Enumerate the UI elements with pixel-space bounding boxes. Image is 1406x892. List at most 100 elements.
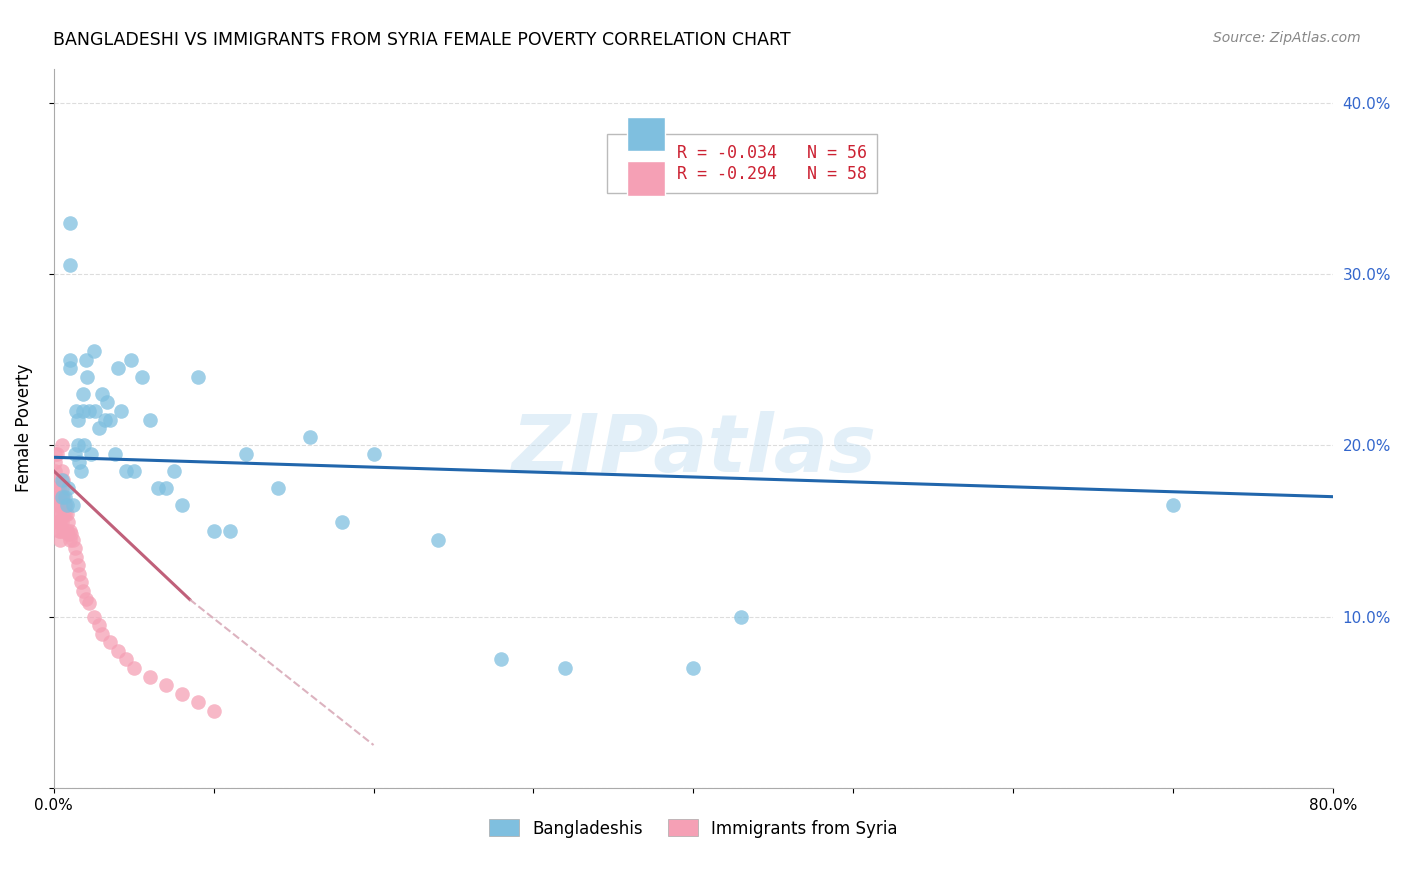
- Point: [49, 533, 72, 547]
- Point: [44, 455, 66, 469]
- Point: [187, 369, 209, 384]
- Text: ZIPatlas: ZIPatlas: [510, 410, 876, 489]
- Point: [52, 507, 75, 521]
- Point: [155, 481, 177, 495]
- Point: [554, 661, 576, 675]
- Point: [131, 369, 153, 384]
- Point: [83, 344, 105, 359]
- Point: [67, 455, 90, 469]
- Point: [107, 644, 129, 658]
- Point: [46, 516, 69, 530]
- Point: [218, 524, 240, 538]
- Point: [46, 447, 69, 461]
- Point: [51, 498, 73, 512]
- Point: [90, 626, 112, 640]
- Point: [72, 583, 94, 598]
- Point: [51, 516, 73, 530]
- Point: [65, 549, 87, 564]
- Point: [87, 618, 110, 632]
- Point: [98, 412, 121, 426]
- Point: [66, 558, 89, 573]
- Point: [66, 412, 89, 426]
- Text: R = -0.034   N = 56
      R = -0.294   N = 58: R = -0.034 N = 56 R = -0.294 N = 58: [617, 144, 866, 183]
- Point: [298, 430, 321, 444]
- Point: [76, 369, 98, 384]
- Point: [60, 527, 83, 541]
- Point: [48, 524, 70, 538]
- Point: [48, 490, 70, 504]
- Point: [170, 687, 193, 701]
- Point: [94, 412, 117, 426]
- Legend: Bangladeshis, Immigrants from Syria: Bangladeshis, Immigrants from Syria: [482, 813, 904, 844]
- Point: [48, 516, 70, 530]
- Point: [235, 447, 257, 461]
- Point: [49, 498, 72, 512]
- Point: [79, 447, 101, 461]
- Point: [98, 635, 121, 649]
- Point: [73, 438, 96, 452]
- Point: [51, 464, 73, 478]
- Point: [72, 387, 94, 401]
- Point: [46, 498, 69, 512]
- Point: [266, 481, 288, 495]
- Point: [55, 498, 77, 512]
- Point: [44, 473, 66, 487]
- Point: [122, 464, 145, 478]
- Point: [77, 404, 100, 418]
- Point: [163, 464, 186, 478]
- Point: [53, 490, 76, 504]
- Point: [187, 695, 209, 709]
- Point: [63, 447, 86, 461]
- Point: [46, 507, 69, 521]
- Point: [62, 498, 84, 512]
- Y-axis label: Female Poverty: Female Poverty: [15, 364, 32, 492]
- Point: [122, 661, 145, 675]
- Point: [58, 527, 80, 541]
- Point: [72, 404, 94, 418]
- Point: [70, 464, 93, 478]
- Point: [75, 592, 97, 607]
- Point: [51, 473, 73, 487]
- Text: Source: ZipAtlas.com: Source: ZipAtlas.com: [1213, 31, 1361, 45]
- Point: [75, 352, 97, 367]
- Point: [53, 498, 76, 512]
- Point: [114, 652, 136, 666]
- Point: [65, 404, 87, 418]
- Point: [59, 259, 82, 273]
- Point: [330, 516, 353, 530]
- Point: [84, 404, 107, 418]
- Point: [49, 516, 72, 530]
- Point: [202, 524, 225, 538]
- Point: [59, 216, 82, 230]
- Point: [114, 464, 136, 478]
- Point: [363, 447, 385, 461]
- Point: [107, 361, 129, 376]
- Point: [53, 507, 76, 521]
- Point: [46, 481, 69, 495]
- Point: [55, 524, 77, 538]
- Point: [59, 533, 82, 547]
- Point: [70, 575, 93, 590]
- Point: [426, 533, 449, 547]
- FancyBboxPatch shape: [627, 117, 665, 152]
- Point: [48, 481, 70, 495]
- Point: [55, 507, 77, 521]
- Point: [730, 609, 752, 624]
- Point: [96, 395, 118, 409]
- Point: [67, 566, 90, 581]
- Point: [90, 387, 112, 401]
- Point: [110, 404, 132, 418]
- Point: [51, 438, 73, 452]
- Point: [59, 524, 82, 538]
- Point: [59, 352, 82, 367]
- Point: [52, 490, 75, 504]
- Text: BANGLADESHI VS IMMIGRANTS FROM SYRIA FEMALE POVERTY CORRELATION CHART: BANGLADESHI VS IMMIGRANTS FROM SYRIA FEM…: [53, 31, 792, 49]
- Point: [59, 361, 82, 376]
- Point: [49, 524, 72, 538]
- Point: [66, 438, 89, 452]
- FancyBboxPatch shape: [627, 161, 665, 196]
- Point: [1161, 498, 1184, 512]
- Point: [87, 421, 110, 435]
- Point: [44, 464, 66, 478]
- Point: [682, 661, 704, 675]
